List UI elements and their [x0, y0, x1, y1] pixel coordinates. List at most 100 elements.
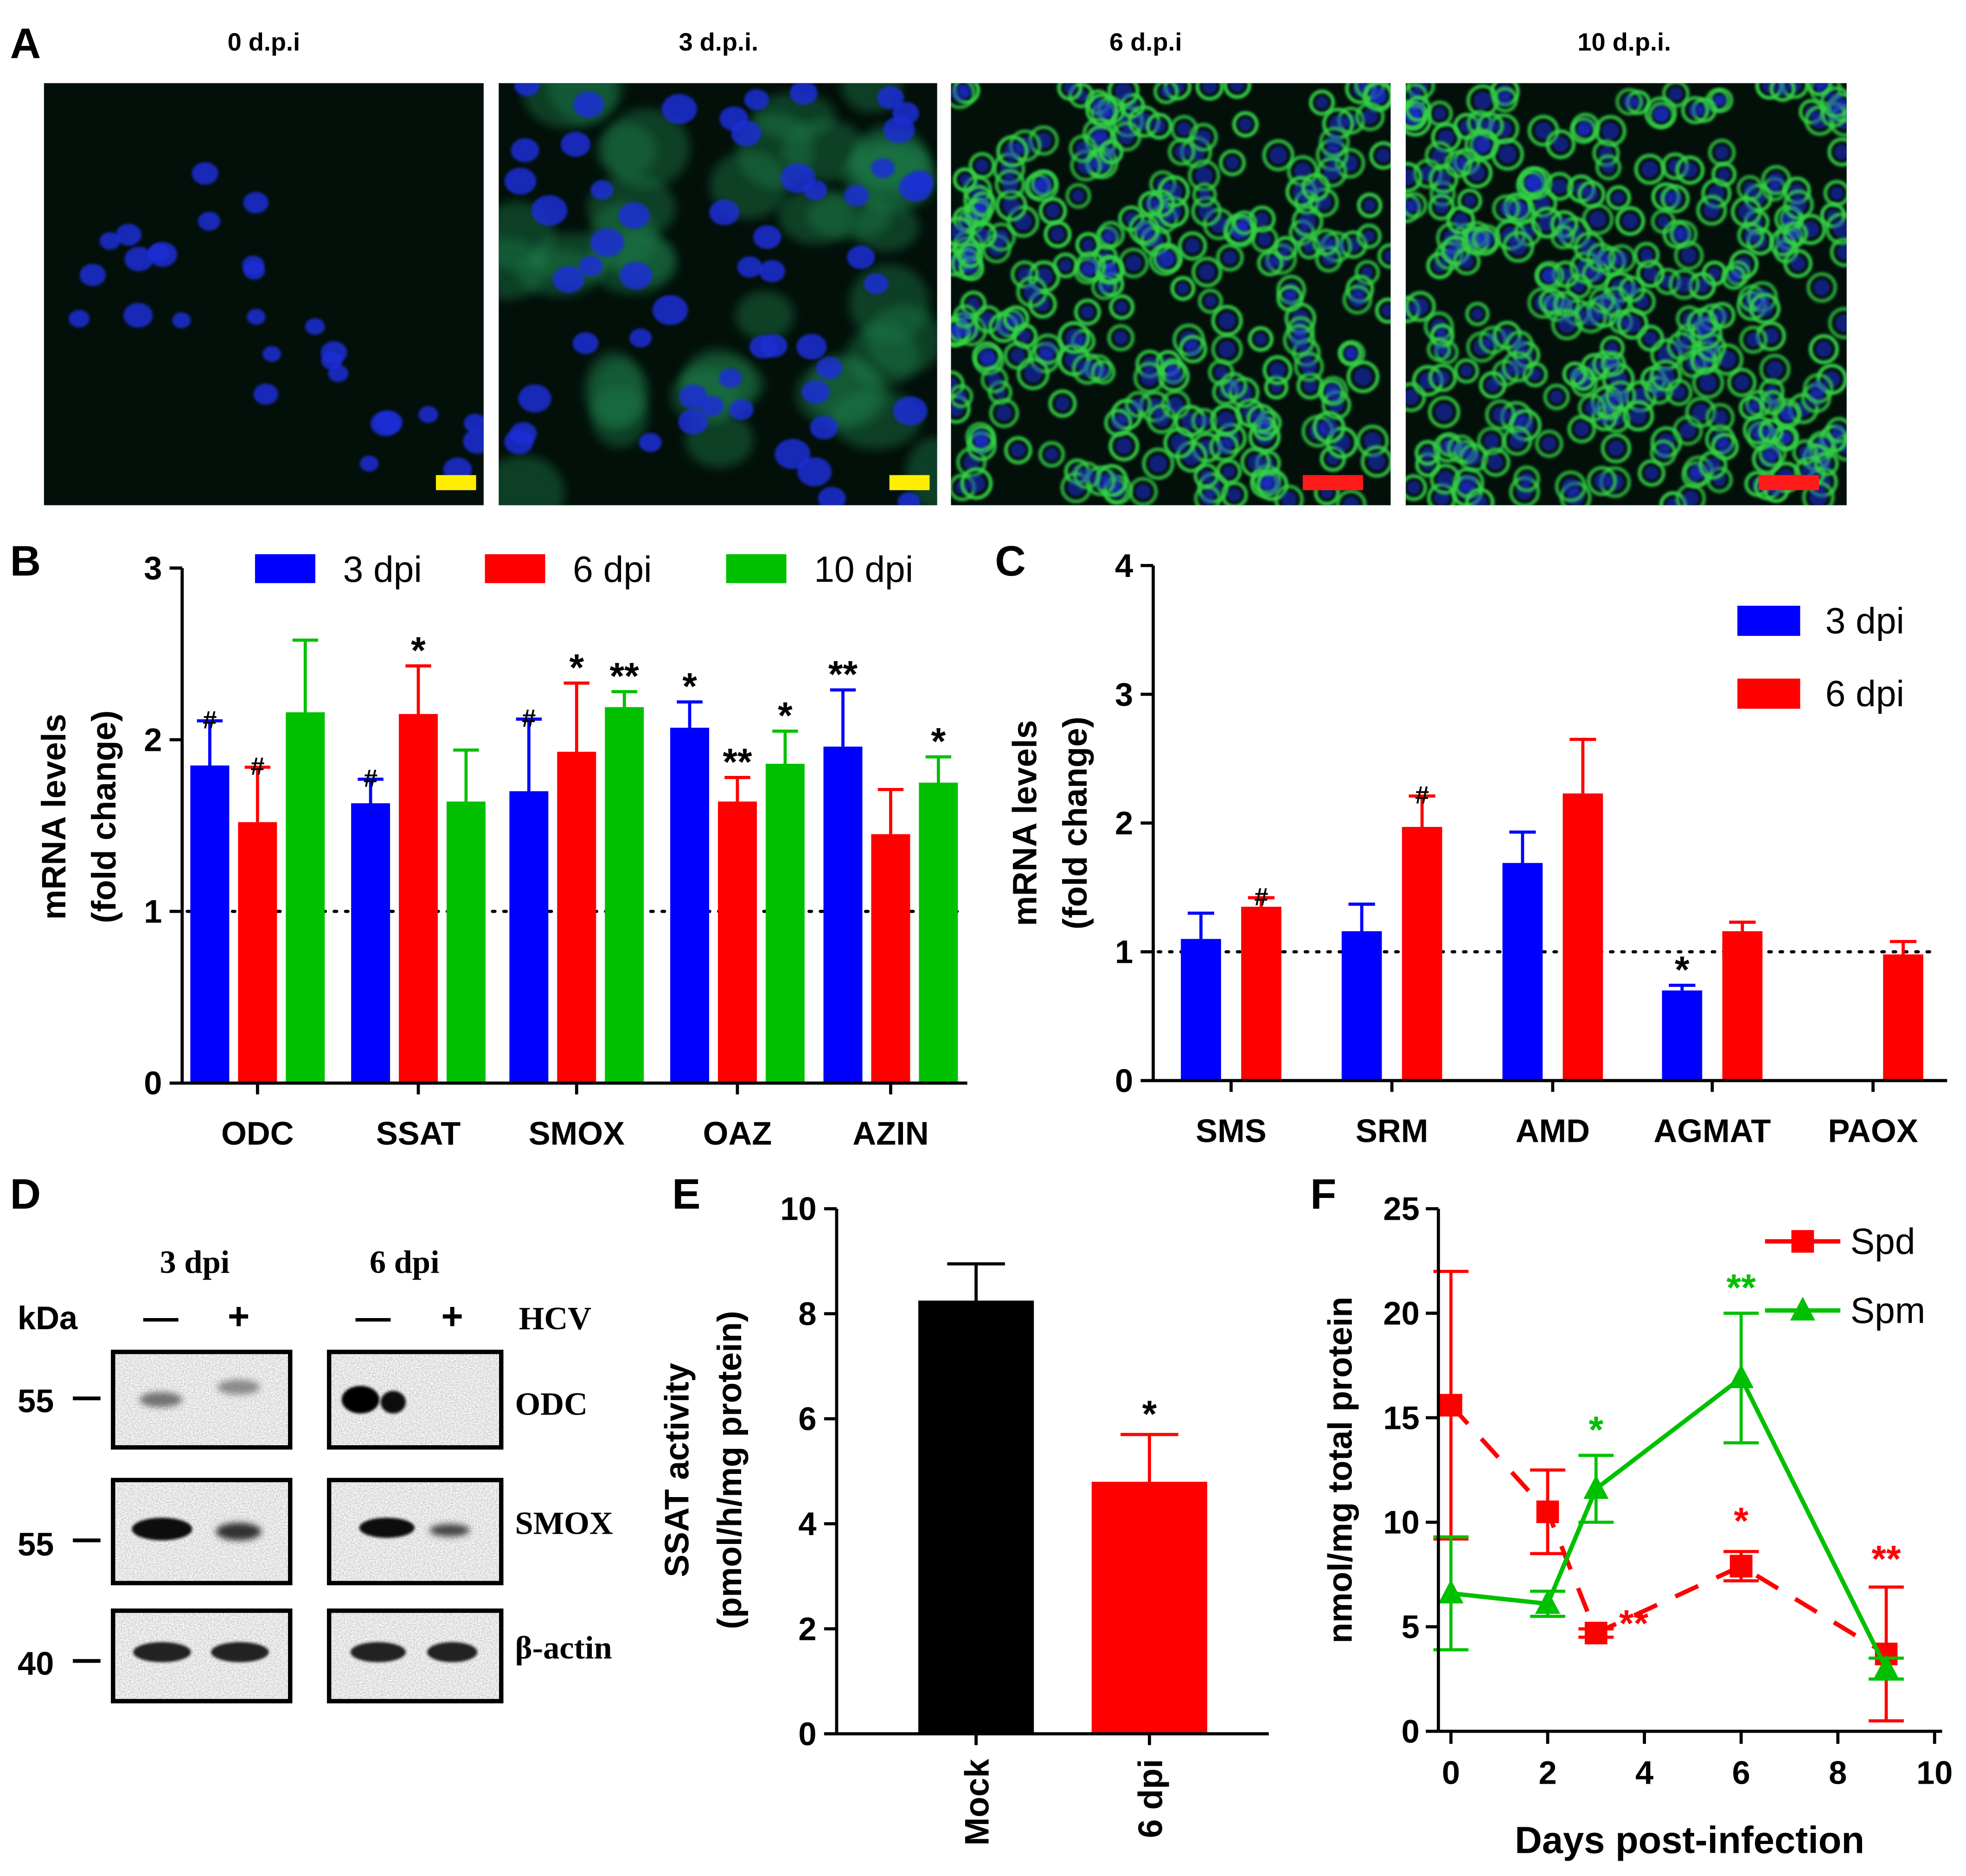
nucleus	[1654, 108, 1669, 122]
stained-cell	[1375, 297, 1391, 324]
stained-cell	[1405, 100, 1427, 130]
stained-cell	[1545, 172, 1574, 201]
nucleus	[1832, 423, 1845, 437]
nucleus	[1578, 119, 1593, 135]
stained-cell	[953, 304, 977, 329]
nucleus	[1164, 203, 1182, 221]
x-tick-label: 2	[1538, 1754, 1556, 1791]
timepoint-label: 6 d.p.i	[1109, 28, 1182, 56]
nucleus	[1694, 315, 1711, 332]
bar	[1091, 1481, 1207, 1734]
nucleus	[1810, 380, 1826, 397]
nucleus	[1204, 295, 1217, 307]
nucleus	[1657, 215, 1670, 228]
data-point	[1873, 1654, 1899, 1679]
nucleus	[1195, 166, 1213, 185]
nucleus	[1227, 378, 1241, 393]
stained-cell	[1577, 180, 1606, 209]
nucleus	[892, 102, 919, 125]
legend-swatch	[726, 554, 787, 583]
nucleus	[1676, 227, 1691, 242]
x-tick-label: SMS	[1196, 1113, 1267, 1149]
nucleus	[1200, 492, 1215, 506]
nucleus	[1790, 196, 1807, 213]
nucleus	[1239, 118, 1252, 131]
y-tick-label: 25	[1383, 1191, 1419, 1227]
stained-cell	[1163, 427, 1195, 459]
stained-cell	[1606, 185, 1631, 211]
y-axis-label: (fold change)	[85, 711, 123, 923]
kda-marker: 55	[18, 1383, 54, 1419]
data-point	[1583, 1475, 1609, 1499]
bar	[190, 765, 230, 1083]
stained-cell	[1178, 231, 1207, 261]
nucleus	[1466, 450, 1482, 466]
bar	[717, 801, 757, 1083]
nucleus	[1520, 472, 1534, 486]
x-tick-label: 4	[1635, 1754, 1653, 1791]
data-point	[1440, 1394, 1462, 1417]
lane-sign: —	[356, 1298, 391, 1337]
panel-label-d: D	[10, 1170, 41, 1218]
nucleus	[1200, 469, 1213, 482]
nucleus	[1435, 171, 1452, 187]
nucleus	[993, 229, 1009, 245]
y-axis-label: SSAT activity	[658, 1363, 696, 1577]
blot-actin-6dpi	[327, 1608, 504, 1703]
nucleus	[172, 312, 191, 328]
nucleus	[1405, 389, 1419, 405]
nucleus	[1280, 242, 1292, 254]
stained-cell	[1553, 291, 1580, 318]
nucleus	[1562, 477, 1580, 495]
nucleus	[79, 264, 106, 286]
chart-f: nmol/mg total protein Days post-infectio…	[1321, 1191, 1953, 1862]
nucleus	[1535, 122, 1552, 140]
stained-cell	[1622, 400, 1654, 432]
nucleus	[1499, 327, 1515, 343]
nucleus	[1371, 87, 1387, 103]
stained-cell	[1434, 241, 1464, 270]
nucleus	[1656, 446, 1670, 460]
nucleus	[242, 256, 264, 275]
nucleus	[463, 429, 484, 454]
stained-cell	[1491, 138, 1524, 171]
nucleus	[1405, 169, 1415, 186]
stained-cell	[1586, 243, 1616, 273]
stained-cell	[1377, 243, 1391, 269]
stained-cell	[1189, 122, 1218, 152]
nucleus	[243, 192, 269, 214]
stained-cell	[1479, 371, 1507, 399]
stained-cell	[1759, 353, 1791, 385]
bar	[670, 728, 710, 1083]
nucleus	[590, 180, 614, 200]
nucleus	[1625, 282, 1639, 296]
stained-cell	[1636, 259, 1665, 288]
nucleus	[1319, 235, 1333, 250]
nucleus	[532, 195, 568, 226]
microscopy-image	[1405, 83, 1847, 506]
nucleus	[1198, 263, 1216, 281]
nucleus	[744, 89, 769, 110]
bar	[1241, 907, 1281, 1081]
stained-cell	[1465, 301, 1490, 327]
nucleus	[418, 406, 438, 423]
stained-cell	[1004, 436, 1032, 465]
stained-cell	[1319, 445, 1346, 472]
significance-star: *	[411, 629, 426, 672]
stained-cell	[1003, 305, 1030, 332]
stained-cell	[1545, 129, 1576, 160]
stained-cell	[1615, 206, 1646, 236]
timepoint-label: 0 d.p.i	[228, 28, 300, 56]
nucleus	[1499, 93, 1511, 106]
bar	[823, 746, 863, 1083]
stained-cell	[1650, 439, 1677, 467]
nucleus	[1743, 181, 1757, 195]
nucleus	[1527, 174, 1546, 192]
panel-label-a: A	[10, 19, 41, 67]
bar	[918, 1300, 1034, 1734]
chart-b: mRNA levels (fold change) ## #*#* ** ******…	[35, 549, 967, 1152]
nucleus	[1715, 145, 1729, 160]
stained-cell	[1318, 376, 1348, 406]
stained-cell	[1477, 112, 1504, 140]
